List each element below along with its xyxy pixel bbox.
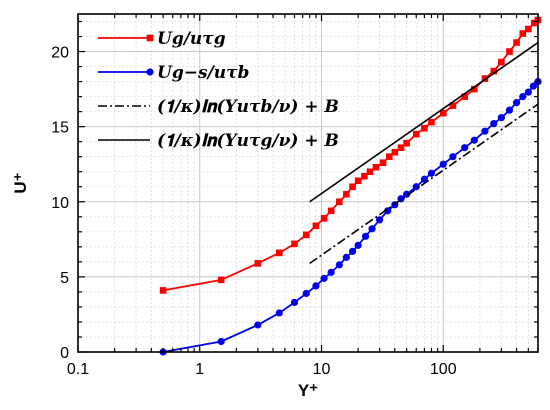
data-point-square: [217, 276, 225, 284]
data-point-circle: [470, 136, 478, 144]
data-point-square: [531, 19, 538, 27]
data-point-square: [391, 148, 399, 156]
data-point-circle: [512, 99, 521, 107]
series-layer: [159, 16, 542, 356]
x-tick-label: 100: [430, 361, 457, 378]
data-point-square: [366, 168, 374, 176]
y-tick-label: 0: [60, 345, 69, 362]
data-point-circle: [348, 247, 357, 255]
data-point-square: [519, 30, 527, 37]
data-point-square: [513, 39, 520, 46]
data-point-square: [397, 144, 405, 151]
data-point-circle: [384, 207, 392, 215]
series-4: [309, 41, 539, 203]
tick-labels: 0.1 1 10 100 0 5 10 15 20: [51, 45, 457, 378]
legend-marker-square: [146, 34, 154, 42]
data-point-circle: [368, 225, 376, 233]
data-point-square: [403, 139, 410, 147]
legend-entry-2: 𝑼𝒈−𝒔/𝒖𝝉𝒃: [98, 63, 249, 83]
data-point-square: [159, 287, 167, 294]
grid: [77, 14, 539, 353]
data-point-circle: [497, 114, 505, 122]
data-point-circle: [290, 298, 299, 307]
series-line: [309, 103, 539, 265]
data-point-square: [490, 67, 498, 75]
data-point-square: [291, 240, 298, 248]
data-point-circle: [524, 88, 532, 96]
data-point-square: [343, 190, 350, 198]
axis-ticks: [77, 14, 539, 353]
data-point-circle: [312, 282, 320, 290]
data-point-square: [312, 222, 320, 230]
data-point-circle: [427, 169, 436, 177]
data-point-square: [327, 207, 335, 215]
legend-label: 𝑼𝒈/𝒖𝝉𝒈: [157, 29, 226, 49]
legend: 𝑼𝒈/𝒖𝝉𝒈 𝑼𝒈−𝒔/𝒖𝝉𝒃 (𝟏/𝜿)𝐥𝐧(𝒀𝒖𝝉𝒃/𝝂) + 𝑩 (𝟏/𝜿)𝐥𝐧…: [98, 29, 339, 151]
data-point-square: [385, 153, 393, 161]
data-point-circle: [354, 241, 362, 249]
legend-marker-circle: [146, 68, 154, 76]
data-point-square: [349, 183, 356, 191]
data-point-circle: [217, 337, 225, 346]
y-axis-title: U⁺: [11, 172, 30, 193]
legend-entry-4: (𝟏/𝜿)𝐥𝐧(𝒀𝒖𝝉𝒈/𝝂) + 𝑩: [98, 131, 339, 151]
series-line: [309, 41, 539, 203]
legend-entry-3: (𝟏/𝜿)𝐥𝐧(𝒀𝒖𝝉𝒃/𝝂) + 𝑩: [98, 97, 339, 117]
data-point-circle: [529, 82, 537, 90]
legend-label: (𝟏/𝜿)𝐥𝐧(𝒀𝒖𝝉𝒃/𝝂) + 𝑩: [157, 97, 339, 117]
data-point-circle: [342, 253, 350, 261]
data-point-square: [275, 249, 283, 257]
x-axis-title: Y⁺: [298, 381, 318, 400]
data-point-circle: [449, 153, 457, 161]
data-point-square: [302, 231, 310, 239]
data-point-square: [412, 130, 420, 138]
y-tick-label: 10: [51, 195, 69, 212]
data-point-square: [471, 85, 478, 93]
data-point-circle: [519, 93, 527, 101]
y-tick-label: 20: [51, 45, 69, 62]
data-point-square: [439, 109, 447, 117]
data-point-circle: [320, 274, 328, 282]
data-point-circle: [361, 232, 370, 240]
data-point-square: [335, 198, 343, 206]
plot-frame: [77, 13, 539, 353]
data-point-square: [361, 172, 368, 180]
x-tick-label: 10: [313, 361, 331, 378]
data-point-square: [525, 25, 532, 33]
series-3: [309, 103, 539, 265]
data-point-circle: [461, 144, 469, 152]
data-point-circle: [481, 127, 489, 135]
legend-label: (𝟏/𝜿)𝐥𝐧(𝒀𝒖𝝉𝒈/𝝂) + 𝑩: [157, 131, 339, 151]
data-point-circle: [420, 175, 428, 183]
data-point-square: [421, 124, 428, 132]
x-tick-label: 1: [195, 361, 204, 378]
data-point-circle: [275, 309, 283, 317]
y-tick-label: 5: [60, 270, 69, 287]
data-point-circle: [302, 289, 310, 298]
data-point-square: [461, 93, 468, 100]
data-point-circle: [403, 190, 411, 198]
data-point-circle: [327, 268, 335, 276]
data-point-square: [254, 260, 262, 267]
x-tick-label: 0.1: [67, 361, 89, 378]
data-point-square: [428, 118, 435, 126]
data-point-circle: [505, 106, 514, 114]
legend-label: 𝑼𝒈−𝒔/𝒖𝝉𝒃: [157, 63, 249, 83]
data-point-circle: [254, 321, 262, 329]
data-point-square: [449, 102, 457, 109]
data-point-square: [354, 177, 362, 185]
data-point-square: [379, 159, 387, 167]
data-point-circle: [412, 183, 420, 191]
legend-entry-1: 𝑼𝒈/𝒖𝝉𝒈: [98, 29, 226, 49]
data-point-circle: [335, 261, 343, 269]
data-point-square: [498, 58, 505, 66]
data-point-square: [320, 215, 328, 222]
data-point-circle: [439, 160, 447, 168]
data-point-circle: [375, 216, 384, 224]
data-point-circle: [490, 120, 498, 128]
y-tick-label: 15: [51, 120, 69, 137]
data-point-square: [506, 48, 513, 55]
data-point-square: [372, 163, 380, 171]
